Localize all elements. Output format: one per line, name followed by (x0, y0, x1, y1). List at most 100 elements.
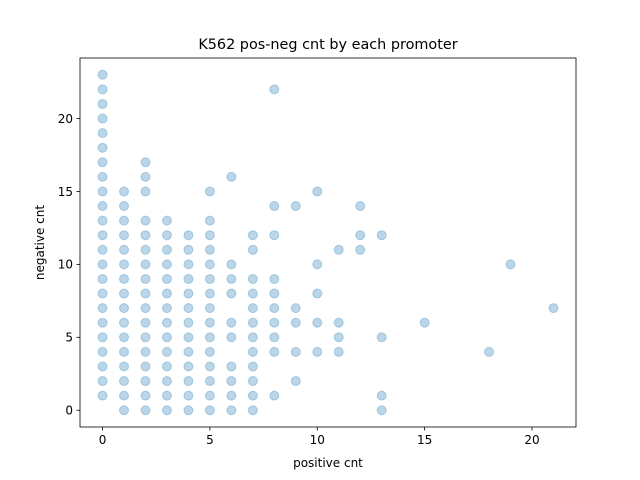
data-point (140, 303, 151, 314)
data-point (247, 273, 258, 284)
plot-frame (79, 57, 577, 428)
data-point (140, 244, 151, 255)
data-point (97, 113, 108, 124)
data-point (119, 259, 130, 270)
data-point (247, 346, 258, 357)
data-point (204, 361, 215, 372)
data-point (140, 157, 151, 168)
data-point (97, 98, 108, 109)
data-point (161, 317, 172, 328)
data-point (161, 273, 172, 284)
data-point (161, 361, 172, 372)
data-point (119, 390, 130, 401)
data-point (97, 332, 108, 343)
data-point (290, 376, 301, 387)
data-point (204, 317, 215, 328)
data-point (333, 332, 344, 343)
x-tick-label: 0 (99, 433, 107, 447)
data-point (247, 230, 258, 241)
data-point (183, 361, 194, 372)
data-point (97, 259, 108, 270)
data-point (226, 171, 237, 182)
x-axis-label: positive cnt (293, 456, 363, 470)
y-tick-label: 0 (65, 404, 73, 418)
data-point (376, 390, 387, 401)
data-point (140, 186, 151, 197)
data-point (140, 390, 151, 401)
data-point (161, 405, 172, 416)
data-point (97, 230, 108, 241)
data-point (140, 376, 151, 387)
data-point (269, 273, 280, 284)
y-tick-label: 5 (65, 331, 73, 345)
data-point (204, 186, 215, 197)
data-point (140, 273, 151, 284)
data-point (204, 405, 215, 416)
data-point (204, 303, 215, 314)
data-point (226, 361, 237, 372)
data-point (333, 346, 344, 357)
data-point (119, 244, 130, 255)
x-tick-label: 20 (524, 433, 539, 447)
data-point (140, 288, 151, 299)
data-point (376, 405, 387, 416)
y-tick-label: 20 (58, 112, 73, 126)
data-point (247, 317, 258, 328)
data-point (204, 376, 215, 387)
data-point (183, 288, 194, 299)
y-axis-ticks: 0 5 10 15 20 (58, 112, 80, 418)
data-point (140, 405, 151, 416)
data-point (161, 390, 172, 401)
data-point (226, 405, 237, 416)
data-point (247, 390, 258, 401)
data-point (484, 346, 495, 357)
data-point (505, 259, 516, 270)
x-axis-ticks: 0 5 10 15 20 (99, 427, 540, 447)
data-point (119, 288, 130, 299)
data-point (247, 376, 258, 387)
data-point (140, 346, 151, 357)
data-point (119, 186, 130, 197)
data-point (183, 259, 194, 270)
data-point (312, 317, 323, 328)
data-point (355, 230, 366, 241)
data-point (97, 128, 108, 139)
data-point (119, 317, 130, 328)
data-point (119, 303, 130, 314)
data-point (161, 288, 172, 299)
data-point (97, 244, 108, 255)
data-point (97, 171, 108, 182)
data-point (312, 186, 323, 197)
data-point (204, 390, 215, 401)
data-point (183, 376, 194, 387)
data-point (119, 346, 130, 357)
data-point (247, 405, 258, 416)
data-point (183, 230, 194, 241)
data-point (204, 244, 215, 255)
data-point (97, 69, 108, 80)
data-point (97, 186, 108, 197)
data-point (140, 215, 151, 226)
data-point (97, 288, 108, 299)
data-point (226, 390, 237, 401)
data-point (140, 259, 151, 270)
data-point (97, 84, 108, 95)
data-point (161, 215, 172, 226)
data-point (269, 288, 280, 299)
data-point (140, 361, 151, 372)
data-point (269, 317, 280, 328)
data-point (226, 317, 237, 328)
data-point (290, 201, 301, 212)
data-point (161, 230, 172, 241)
data-point (204, 332, 215, 343)
data-point (333, 317, 344, 328)
data-point (247, 303, 258, 314)
data-point (204, 273, 215, 284)
data-point (119, 230, 130, 241)
data-point (269, 84, 280, 95)
data-point (119, 405, 130, 416)
data-point (97, 157, 108, 168)
data-point (97, 390, 108, 401)
